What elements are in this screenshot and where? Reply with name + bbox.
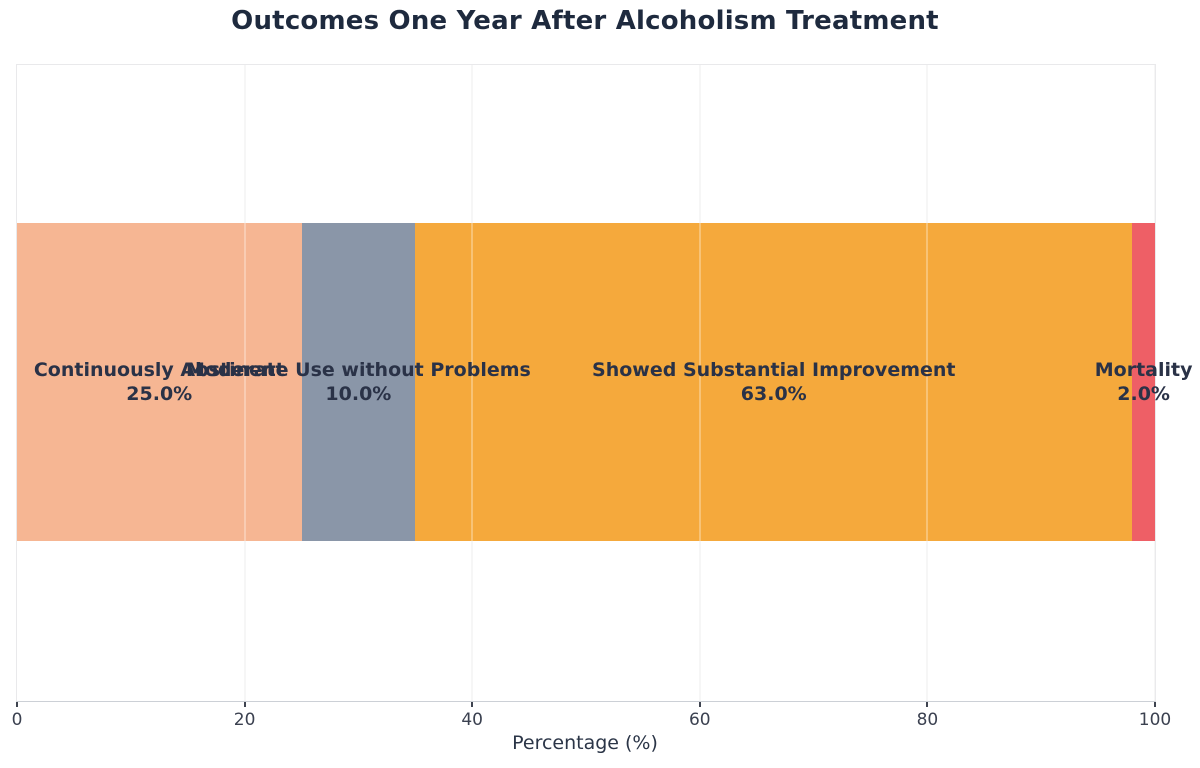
bar-segment-2 [301,223,416,541]
gridline-100 [1154,65,1156,701]
bar-row [17,223,1155,541]
tick-label-60: 60 [688,710,711,730]
tick-mark-40 [471,702,474,707]
tick-label-40: 40 [461,710,484,730]
bar-segment-1 [17,223,302,541]
tick-mark-100 [1154,702,1156,707]
bar-gridline-overlay-20 [243,223,246,541]
tick-label-100: 100 [1138,710,1172,730]
chart-title: Outcomes One Year After Alcoholism Treat… [231,6,939,36]
x-axis-title: Percentage (%) [512,732,658,754]
bar-gridline-overlay-40 [471,223,474,541]
bar-segment-3 [415,223,1133,541]
tick-mark-80 [926,702,929,707]
plot-area: Continuously Abstinent 25.0% Moderate Use … [12,64,1192,730]
bar-segment-4 [1132,223,1155,541]
tick-mark-20 [243,702,246,707]
tick-label-20: 20 [233,710,256,730]
bar-gridline-overlay-80 [926,223,929,541]
bar-gridline-overlay-60 [698,223,701,541]
tick-label-80: 80 [916,710,939,730]
tick-mark-60 [698,702,701,707]
tick-label-0: 0 [11,710,23,730]
tick-mark-0 [16,702,18,707]
